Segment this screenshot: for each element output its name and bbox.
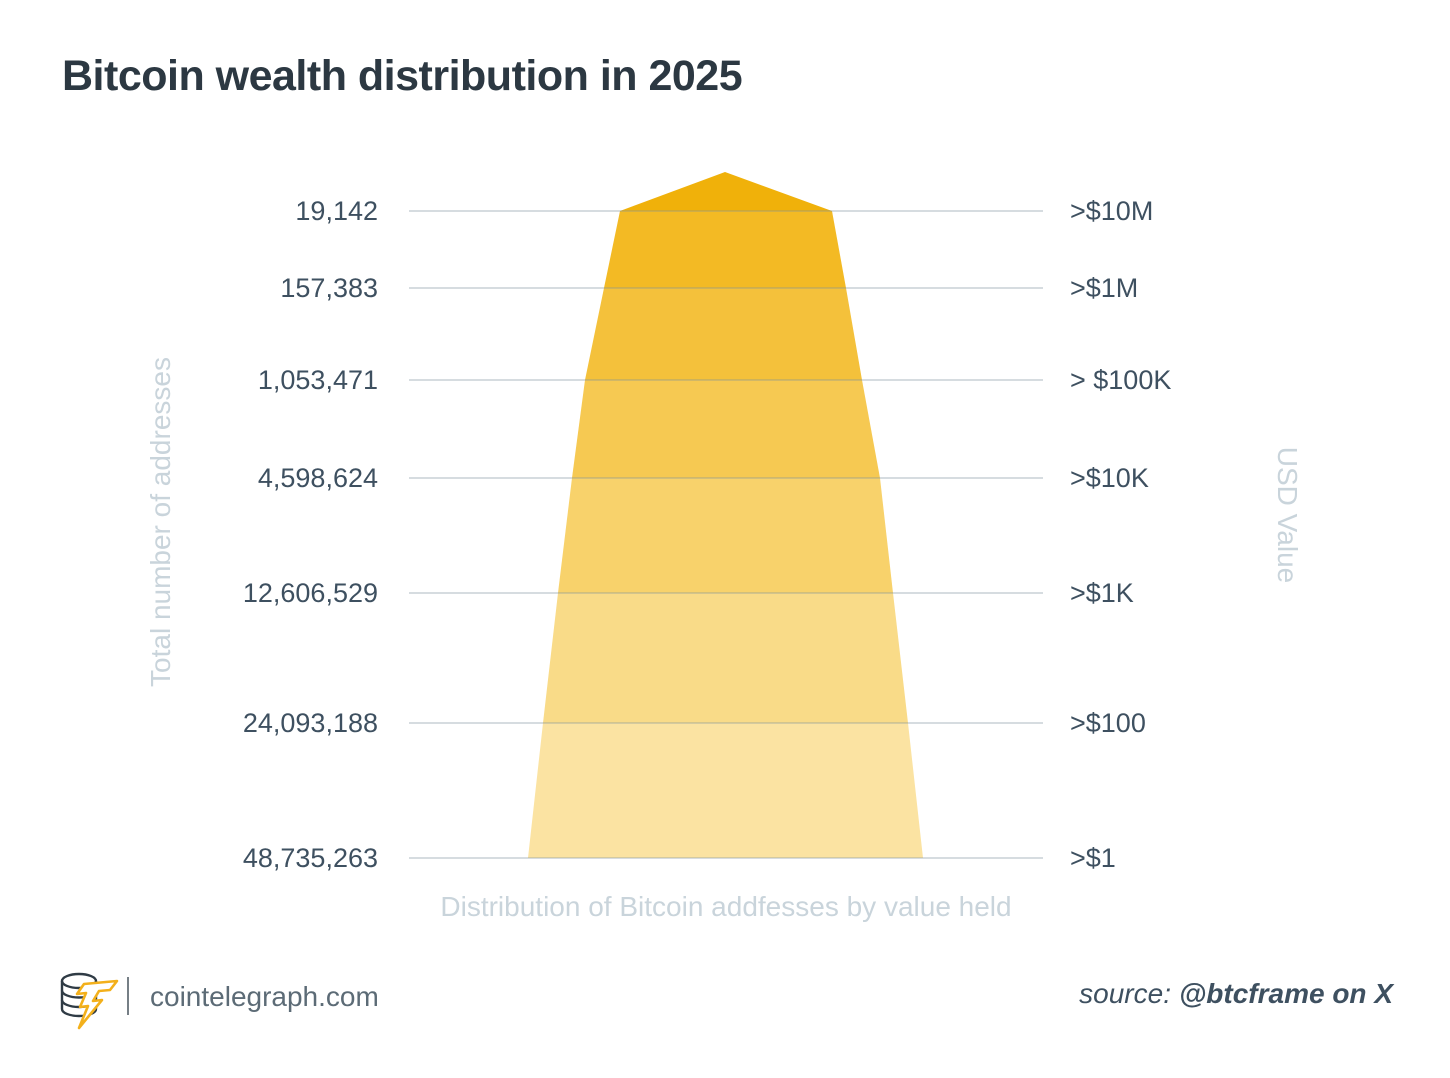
- source-prefix: source:: [1079, 978, 1171, 1009]
- usd-tier-label: >$10M: [1070, 196, 1154, 226]
- lightning-bolt-icon: [75, 979, 119, 1030]
- address-count-label: 4,598,624: [257, 463, 378, 493]
- source-handle: @btcframe on X: [1178, 978, 1393, 1009]
- usd-tier-label: >$1: [1070, 843, 1116, 873]
- cointelegraph-logo-icon: [60, 972, 119, 1030]
- usd-tier-label: >$100: [1070, 708, 1146, 738]
- y-axis-label-left: Total number of addresses: [145, 357, 176, 687]
- x-axis-label: Distribution of Bitcoin addfesses by val…: [440, 891, 1012, 922]
- address-count-label: 24,093,188: [242, 708, 378, 738]
- address-count-label: 19,142: [295, 196, 378, 226]
- address-count-label: 157,383: [280, 273, 378, 303]
- usd-tier-label: >$10K: [1070, 463, 1149, 493]
- usd-tier-label: > $100K: [1070, 365, 1172, 395]
- funnel-band: [585, 288, 862, 380]
- address-count-label: 1,053,471: [257, 365, 378, 395]
- source-credit: source: @btcframe on X: [1079, 978, 1393, 1010]
- y-axis-label-right: USD Value: [1272, 446, 1303, 584]
- funnel-band: [604, 211, 846, 288]
- site-name: cointelegraph.com: [150, 981, 379, 1012]
- funnel-band: [543, 593, 908, 723]
- funnel-band: [620, 172, 832, 211]
- page-title: Bitcoin wealth distribution in 2025: [62, 52, 743, 100]
- address-count-label: 48,735,263: [242, 843, 378, 873]
- address-count-label: 12,606,529: [242, 578, 378, 608]
- usd-tier-label: >$1K: [1070, 578, 1134, 608]
- funnel-band: [572, 380, 880, 478]
- footer-divider: [127, 977, 129, 1015]
- funnel-band: [528, 723, 923, 858]
- funnel-band: [558, 478, 893, 593]
- usd-tier-label: >$1M: [1070, 273, 1139, 303]
